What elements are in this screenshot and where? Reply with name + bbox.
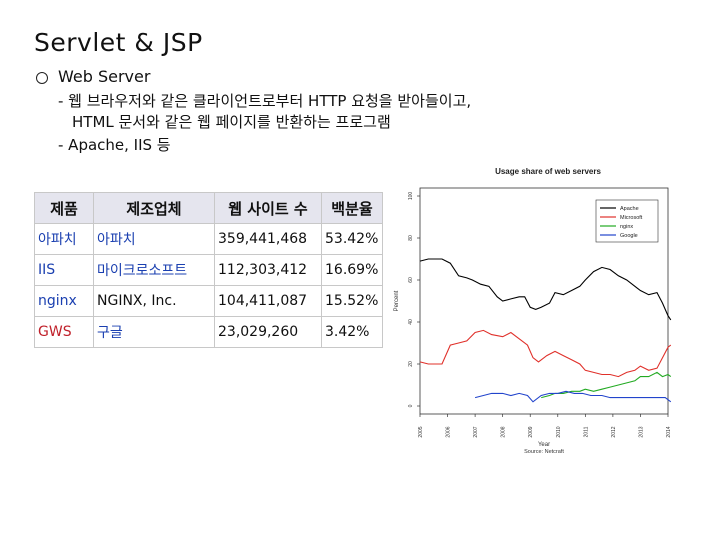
y-tick-label: 100 <box>408 192 414 201</box>
web-server-table: 제품 제조업체 웹 사이트 수 백분율 아파치 아파치 359,441,468 53.… <box>34 192 383 348</box>
y-axis-label: Percent <box>394 290 400 311</box>
plot-frame <box>419 187 669 415</box>
series-line-microsoft <box>419 329 672 378</box>
x-tick-label: 2012 <box>611 426 617 437</box>
cell-percent: 3.42% <box>321 316 383 348</box>
y-tick-label: 40 <box>408 319 414 325</box>
header-product: 제품 <box>34 192 94 224</box>
y-tick-label: 80 <box>408 235 414 241</box>
series-line-apache <box>419 258 672 321</box>
cell-product[interactable]: IIS <box>34 254 94 286</box>
x-tick-label: 2009 <box>528 426 534 437</box>
bullet-web-server: Web Server <box>58 67 151 86</box>
cell-percent: 15.52% <box>321 285 383 317</box>
cell-sites: 112,303,412 <box>214 254 322 286</box>
table-row: nginx NGINX, Inc. 104,411,087 15.52% <box>34 285 383 317</box>
chart-title: Usage share of web servers <box>495 167 601 176</box>
table-row: IIS 마이크로소프트 112,303,412 16.69% <box>34 254 383 286</box>
series-line-nginx <box>541 371 672 399</box>
cell-product[interactable]: 아파치 <box>34 223 94 255</box>
table-header-row: 제품 제조업체 웹 사이트 수 백분율 <box>34 192 383 224</box>
y-tick-label: 60 <box>408 277 414 283</box>
chart-source: Source: Netcraft <box>524 449 564 455</box>
series-line-google <box>474 390 672 403</box>
x-axis-label: Year <box>538 442 550 448</box>
sub-bullet-examples: - Apache, IIS 등 <box>58 136 171 154</box>
x-tick-label: 2011 <box>583 426 589 437</box>
cell-vendor[interactable]: 마이크로소프트 <box>93 254 215 286</box>
chart-svg: Usage share of web servers 0 20 40 60 80 100 Pe… <box>390 160 690 460</box>
usage-share-chart: Usage share of web servers 0 20 40 60 80 100 Pe… <box>390 160 690 460</box>
cell-sites: 359,441,468 <box>214 223 322 255</box>
x-tick-label: 2010 <box>556 426 562 437</box>
cell-sites: 23,029,260 <box>214 316 322 348</box>
circle-bullet-icon <box>36 72 48 84</box>
x-tick-label: 2013 <box>638 426 644 437</box>
sub-bullet-description-cont: HTML 문서와 같은 웹 페이지를 반환하는 프로그램 <box>72 113 391 131</box>
cell-percent: 53.42% <box>321 223 383 255</box>
cell-vendor[interactable]: 아파치 <box>93 223 215 255</box>
header-percent: 백분율 <box>321 192 383 224</box>
y-tick-label: 0 <box>408 404 414 407</box>
x-tick-label: 2008 <box>501 426 507 437</box>
table-row: 아파치 아파치 359,441,468 53.42% <box>34 223 383 255</box>
legend-label: Google <box>620 233 638 239</box>
slide-title: Servlet & JSP <box>34 28 203 57</box>
x-tick-label: 2005 <box>418 426 424 437</box>
cell-product[interactable]: GWS <box>34 316 94 348</box>
table-row: GWS 구글 23,029,260 3.42% <box>34 316 383 348</box>
cell-product[interactable]: nginx <box>34 285 94 317</box>
legend-label: Microsoft <box>620 215 643 221</box>
header-vendor: 제조업체 <box>93 192 215 224</box>
header-sites: 웹 사이트 수 <box>214 192 322 224</box>
x-tick-label: 2007 <box>473 426 479 437</box>
cell-vendor[interactable]: 구글 <box>93 316 215 348</box>
y-tick-label: 20 <box>408 361 414 367</box>
cell-sites: 104,411,087 <box>214 285 322 317</box>
cell-vendor[interactable]: NGINX, Inc. <box>93 285 215 317</box>
cell-percent: 16.69% <box>321 254 383 286</box>
legend-label: Apache <box>620 206 639 212</box>
legend-label: nginx <box>620 224 633 230</box>
sub-bullet-description: - 웹 브라우저와 같은 클라이언트로부터 HTTP 요청을 받아들이고, <box>58 92 472 110</box>
x-tick-label: 2006 <box>446 426 452 437</box>
x-tick-label: 2014 <box>666 426 672 437</box>
